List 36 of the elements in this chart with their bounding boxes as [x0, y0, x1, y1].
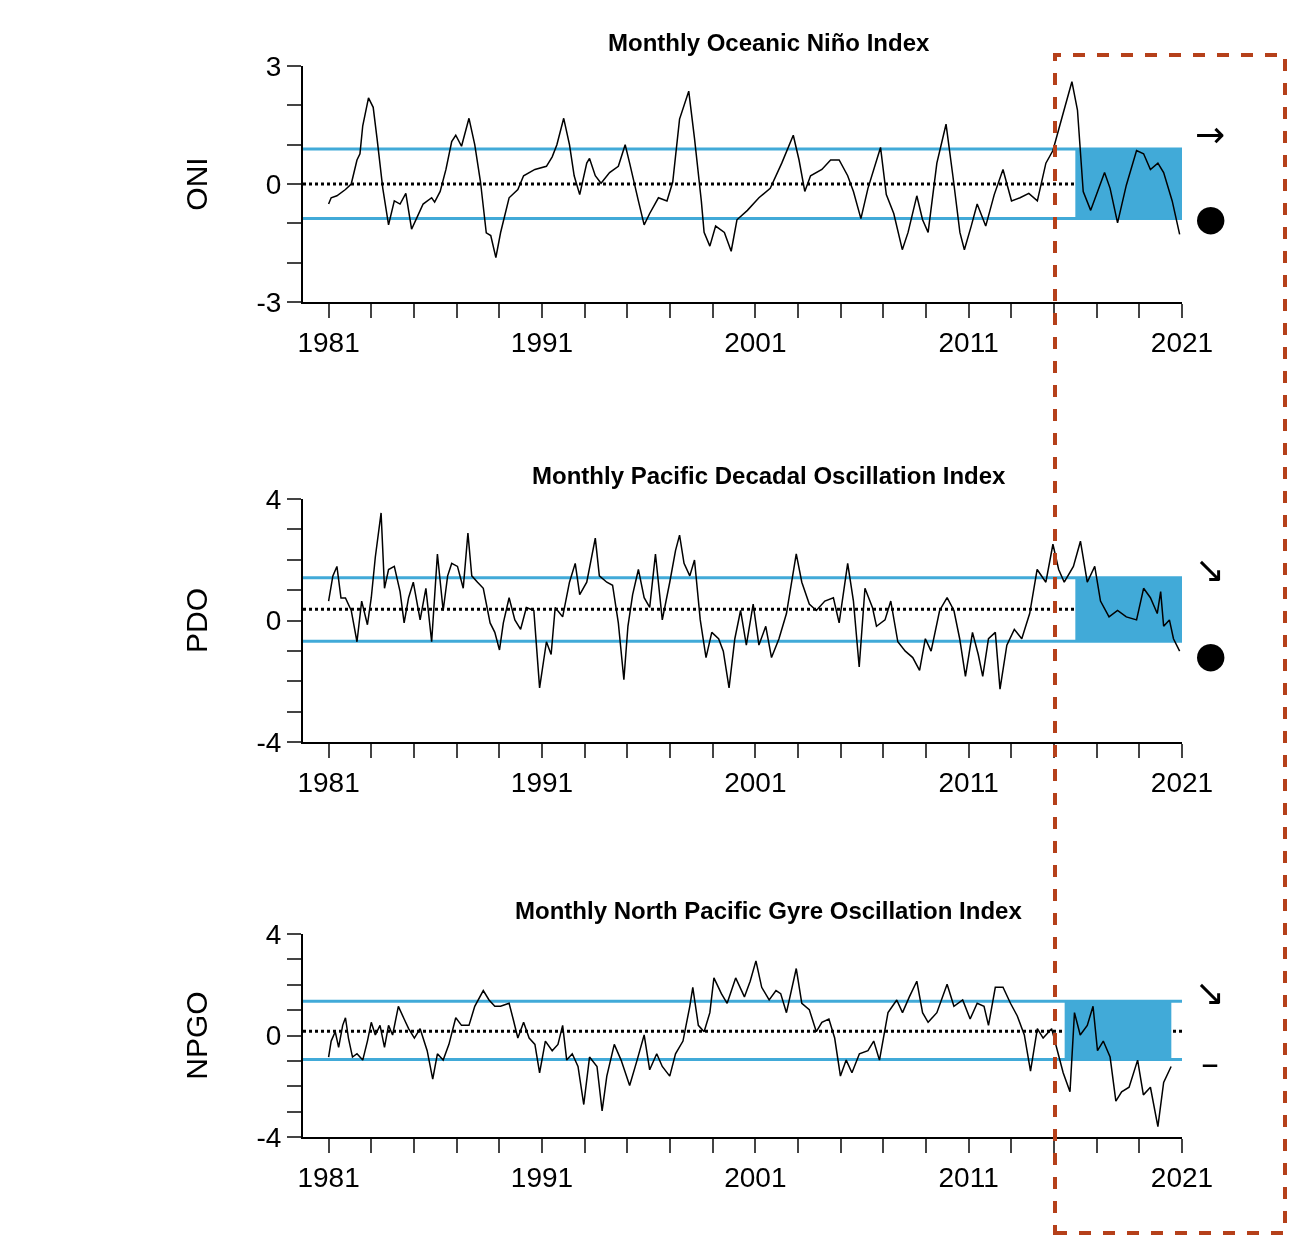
text: ↘: [1195, 549, 1226, 590]
x-tick-label: 1981: [297, 326, 360, 358]
y-tick-label: 4: [265, 483, 282, 515]
x-tick-label: 2011: [938, 1161, 999, 1193]
y-tick-label: 0: [265, 168, 282, 200]
x-tick-label: 2021: [1150, 766, 1214, 798]
text: ↘: [1195, 972, 1226, 1013]
x-tick-label: 2021: [1150, 1161, 1214, 1193]
x-tick-label: 2021: [1150, 326, 1214, 358]
x-tick-label: 1981: [297, 1161, 360, 1193]
y-tick-label: -4: [256, 1121, 282, 1153]
y-tick-label: 0: [265, 1020, 282, 1052]
chart-title: Monthly Oceanic Niño Index: [608, 29, 931, 56]
x-tick-label: 2011: [938, 766, 999, 798]
y-tick-label: 3: [265, 50, 282, 82]
y-axis-title: NPGO: [179, 991, 213, 1080]
y-axis-title: PDO: [179, 587, 213, 654]
x-tick-label: 2001: [724, 326, 787, 358]
y-axis-title: ONI: [179, 157, 213, 211]
x-tick-label: 1991: [510, 326, 574, 358]
x-tick-label: 1991: [510, 1161, 574, 1193]
x-tick-label: 1991: [510, 766, 574, 798]
y-tick-label: 4: [265, 918, 282, 950]
x-tick-label: 2001: [724, 766, 787, 798]
x-tick-label: 1981: [297, 766, 360, 798]
text: –: [1201, 1043, 1219, 1084]
x-tick-label: 2011: [938, 326, 999, 358]
chart-title: Monthly Pacific Decadal Oscillation Index: [532, 462, 1007, 489]
text: ●: [1195, 197, 1227, 238]
y-tick-label: -3: [256, 286, 282, 318]
chart-title: Monthly North Pacific Gyre Oscillation Index: [515, 897, 1023, 924]
x-tick-label: 2001: [724, 1161, 787, 1193]
y-tick-label: -4: [256, 726, 282, 758]
text: →: [1195, 114, 1226, 155]
text: ●: [1195, 634, 1227, 675]
y-tick-label: 0: [265, 605, 282, 637]
